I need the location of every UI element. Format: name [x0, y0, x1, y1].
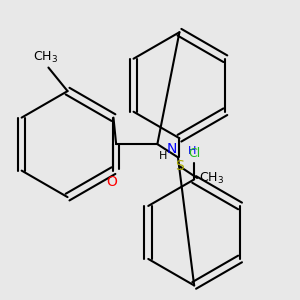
- Text: H: H: [159, 152, 167, 161]
- Text: Cl: Cl: [188, 147, 200, 160]
- Text: N: N: [167, 142, 177, 156]
- Text: O: O: [106, 175, 117, 189]
- Text: S: S: [175, 159, 184, 173]
- Text: H: H: [188, 146, 197, 157]
- Text: CH$_3$: CH$_3$: [33, 50, 58, 65]
- Text: CH$_3$: CH$_3$: [199, 170, 224, 185]
